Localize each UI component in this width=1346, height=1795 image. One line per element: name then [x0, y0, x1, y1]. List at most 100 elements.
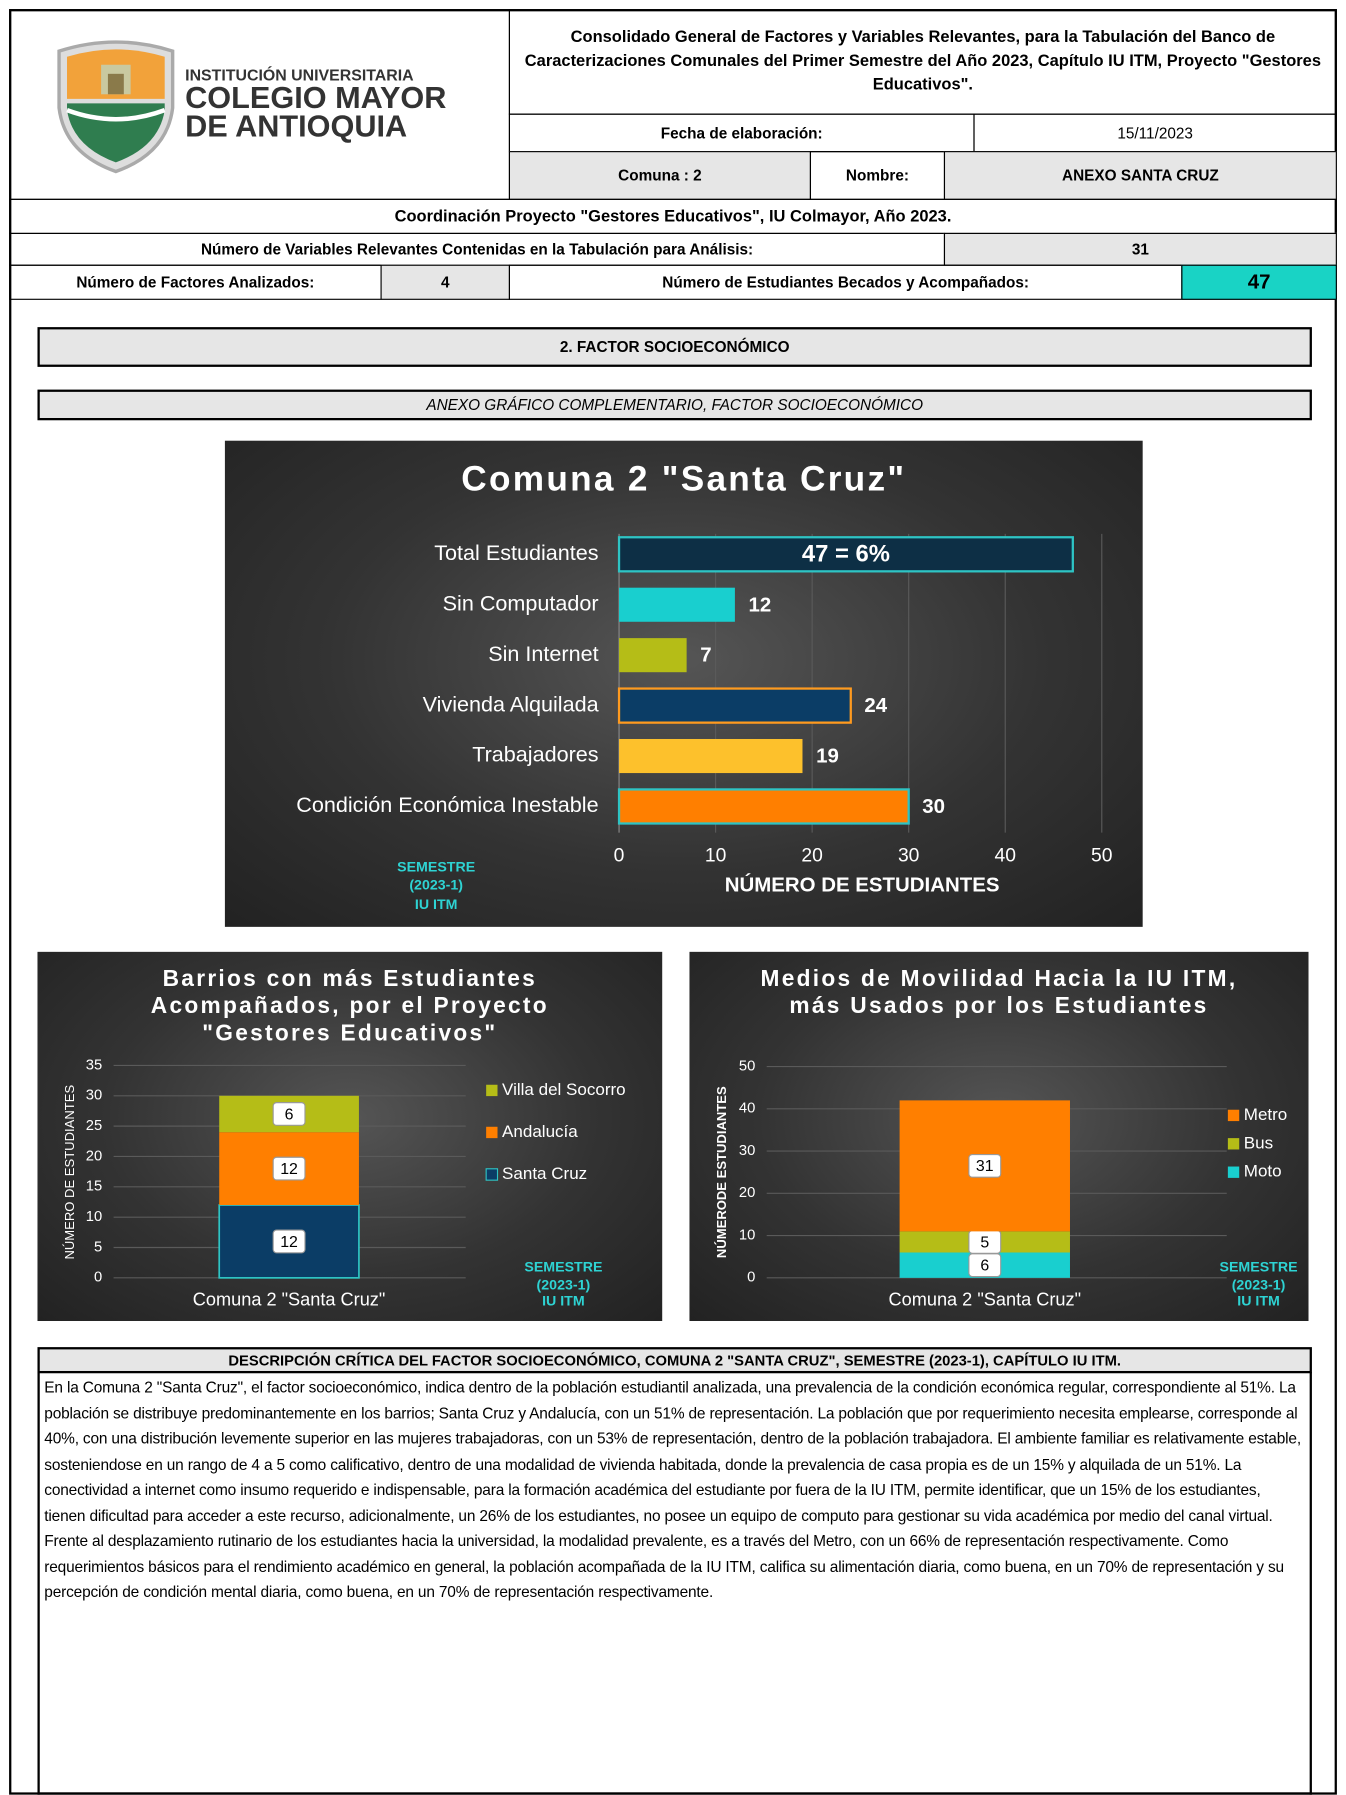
data-label: 12 — [280, 1234, 298, 1251]
annotation: (2023-1) — [1232, 1278, 1286, 1294]
annotation: SEMESTRE — [1220, 1259, 1298, 1275]
y-tick-label: 0 — [94, 1270, 102, 1286]
annotation: (2023-1) — [409, 878, 463, 894]
description-title: DESCRIPCIÓN CRÍTICA DEL FACTOR SOCIOECON… — [37, 1347, 1312, 1374]
annotation: IU ITM — [1237, 1293, 1280, 1309]
x-tick-label: Comuna 2 "Santa Cruz" — [889, 1289, 1082, 1309]
logo-line: INSTITUCIÓN UNIVERSITARIA — [185, 65, 414, 85]
x-tick-label: 30 — [898, 846, 919, 867]
category-label: Trabajadores — [472, 742, 599, 767]
logo-line: COLEGIO MAYOR — [185, 80, 447, 115]
y-axis-title: NÚMERO DE ESTUDIANTES — [62, 1085, 77, 1260]
chart-title: Medios de Movilidad Hacia la IU ITM, más… — [760, 966, 1238, 1019]
data-label-box — [272, 1102, 306, 1126]
y-tick-label: 5 — [94, 1239, 102, 1255]
logo-text: INSTITUCIÓN UNIVERSITARIA COLEGIO MAYOR … — [185, 67, 446, 142]
data-label: 5 — [980, 1234, 989, 1251]
estudiantes: 47 — [1181, 264, 1337, 300]
legend-label: Metro — [1244, 1105, 1288, 1124]
x-tick-label: 50 — [1091, 846, 1112, 867]
chart-title: Barrios con más Estudiantes Acompañados,… — [150, 966, 549, 1047]
plot: 0 5 10 15 20 25 30 35 NÚMERO DE ESTUDIANTES 12 12 6… — [62, 1057, 626, 1309]
logo-cell: INSTITUCIÓN UNIVERSITARIA COLEGIO MAYOR … — [9, 9, 511, 200]
fecha: 15/11/2023 — [973, 113, 1337, 153]
variables-label: Número de Variables Relevantes Contenida… — [9, 232, 946, 266]
data-label: 6 — [285, 1106, 294, 1123]
nombre-label: Nombre: — [809, 151, 946, 200]
legend-swatch — [1227, 1166, 1240, 1178]
legend-swatch — [486, 1084, 498, 1097]
x-tick-label: 0 — [614, 846, 625, 867]
x-tick-label: 20 — [801, 846, 822, 867]
y-tick-label: 20 — [86, 1148, 102, 1164]
chart-barrios: Barrios con más Estudiantes Acompañados,… — [37, 951, 663, 1322]
x-axis-title: NÚMERO DE ESTUDIANTES — [725, 872, 1000, 896]
legend-swatch — [486, 1126, 498, 1139]
data-label-box — [272, 1229, 306, 1254]
bar — [619, 738, 803, 774]
data-label: 30 — [922, 795, 945, 818]
bar — [617, 536, 1074, 573]
plot: 0 10 20 30 40 50 NÚMERODE ESTUDIANTES 6 5 31 Comun… — [714, 1058, 1298, 1309]
nombre: ANEXO SANTA CRUZ — [943, 151, 1337, 200]
x-tick-label: 40 — [995, 846, 1016, 867]
annotation: (2023-1) — [537, 1278, 591, 1294]
legend-label: Santa Cruz — [502, 1164, 587, 1183]
annotation: SEMESTRE — [524, 1259, 602, 1275]
y-tick-label: 20 — [739, 1185, 755, 1201]
chart-movilidad: Medios de Movilidad Hacia la IU ITM, más… — [689, 951, 1309, 1322]
y-tick-label: 10 — [86, 1209, 102, 1225]
category-label: Total Estudiantes — [434, 540, 599, 565]
data-label: 19 — [816, 745, 839, 768]
bar — [619, 587, 735, 622]
x-tick-label: Comuna 2 "Santa Cruz" — [193, 1289, 386, 1309]
annotation: IU ITM — [415, 897, 458, 913]
y-tick-label: 15 — [86, 1179, 102, 1195]
plot: 0 10 20 30 40 50 Total Estudiantes 47 = 6% Sin C… — [296, 533, 1113, 913]
category-label: Sin Computador — [443, 590, 599, 615]
data-label: 6 — [980, 1258, 989, 1275]
data-label: 24 — [864, 694, 887, 717]
comuna: Comuna : 2 — [508, 151, 812, 200]
category-label: Condición Económica Inestable — [296, 792, 598, 817]
y-tick-label: 40 — [739, 1101, 755, 1117]
data-label: 7 — [700, 644, 711, 667]
legend-label: Andalucía — [502, 1122, 578, 1141]
bar — [617, 687, 852, 724]
coordinacion: Coordinación Proyecto "Gestores Educativ… — [9, 198, 1337, 234]
legend-swatch — [485, 1168, 499, 1181]
legend-label: Bus — [1244, 1133, 1273, 1152]
fecha-label: Fecha de elaboración: — [508, 113, 975, 153]
y-tick-label: 30 — [739, 1143, 755, 1159]
annex-title: ANEXO GRÁFICO COMPLEMENTARIO, FACTOR SOC… — [37, 389, 1312, 421]
bar — [617, 788, 910, 825]
logo-line: DE ANTIOQUIA — [185, 109, 408, 144]
data-label-box — [272, 1156, 306, 1181]
data-label: 12 — [280, 1161, 298, 1178]
y-tick-label: 50 — [739, 1058, 755, 1074]
factores: 4 — [380, 264, 511, 300]
estudiantes-label: Número de Estudiantes Becados y Acompaña… — [508, 264, 1183, 300]
section-title: 2. FACTOR SOCIOECONÓMICO — [37, 327, 1312, 367]
legend-label: Villa del Socorro — [502, 1080, 626, 1099]
legend-label: Moto — [1244, 1162, 1282, 1181]
data-label: 31 — [976, 1158, 994, 1175]
y-tick-label: 30 — [86, 1088, 102, 1104]
bar — [619, 638, 687, 673]
y-tick-label: 25 — [86, 1118, 102, 1134]
legend-swatch — [1227, 1138, 1240, 1150]
y-axis-title: NÚMERODE ESTUDIANTES — [714, 1086, 729, 1258]
data-label: 47 = 6% — [802, 541, 890, 568]
variables: 31 — [943, 232, 1337, 266]
chart-main: Comuna 2 "Santa Cruz" 0 10 20 30 40 50 Total E… — [224, 440, 1143, 927]
category-label: Sin Internet — [488, 641, 598, 666]
description-text: En la Comuna 2 "Santa Cruz", el factor s… — [37, 1372, 1312, 1795]
doc-title: Consolidado General de Factores y Variab… — [508, 9, 1337, 115]
data-label-box — [968, 1153, 1002, 1178]
chart-title: Comuna 2 "Santa Cruz" — [461, 458, 907, 499]
annotation: IU ITM — [542, 1293, 585, 1309]
y-tick-label: 10 — [739, 1227, 755, 1243]
annotation: SEMESTRE — [397, 860, 475, 876]
